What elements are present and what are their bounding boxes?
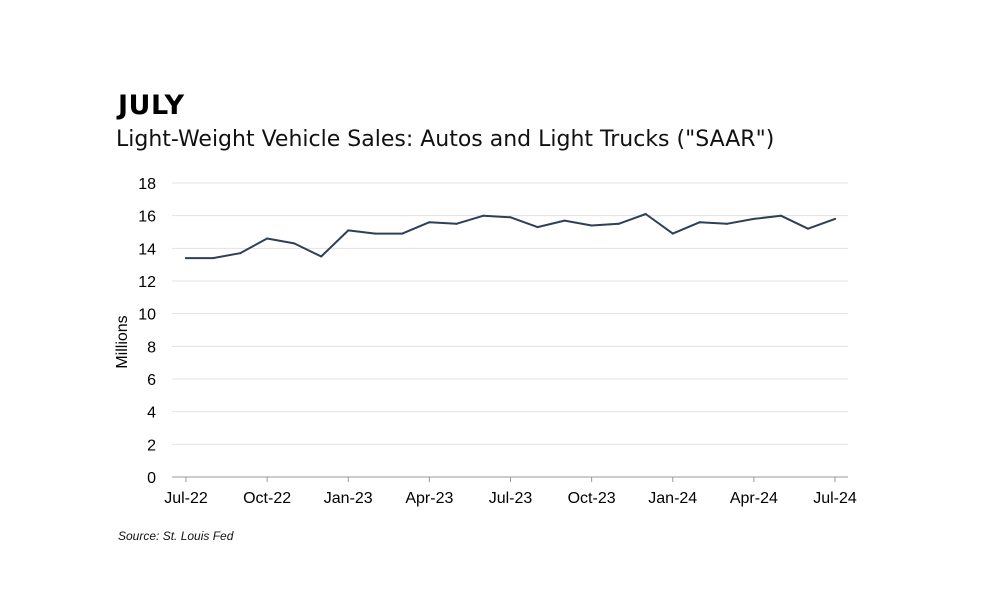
data-point — [509, 216, 512, 219]
data-point — [482, 214, 485, 217]
data-point — [725, 222, 728, 225]
data-point — [563, 219, 566, 222]
data-point — [185, 257, 187, 260]
chart-title: Light-Weight Vehicle Sales: Autos and Li… — [116, 127, 775, 152]
y-tick-label: 18 — [138, 176, 156, 193]
x-tick-label: Apr-24 — [730, 490, 778, 507]
x-tick-label: Oct-22 — [243, 490, 291, 507]
data-point — [644, 213, 647, 216]
data-point — [834, 217, 836, 220]
data-point — [428, 221, 431, 224]
page-heading: JULY — [118, 90, 185, 121]
data-point — [617, 222, 620, 225]
data-point — [671, 232, 674, 235]
data-point — [347, 229, 350, 232]
y-tick-label: 4 — [147, 405, 156, 422]
data-point — [239, 252, 242, 255]
data-point — [455, 222, 458, 225]
data-point — [293, 242, 296, 245]
data-point — [752, 217, 755, 220]
y-tick-label: 14 — [138, 241, 156, 258]
data-point — [536, 226, 539, 229]
data-point — [212, 257, 215, 260]
x-tick-label: Jan-23 — [324, 490, 373, 507]
data-point — [401, 232, 404, 235]
y-tick-label: 8 — [147, 339, 156, 356]
series-line — [185, 213, 836, 260]
x-tick-label: Jul-24 — [813, 490, 857, 507]
data-point — [806, 227, 809, 230]
y-tick-label: 10 — [138, 307, 156, 324]
y-tick-label: 2 — [147, 437, 156, 454]
y-tick-label: 6 — [147, 372, 156, 389]
data-point — [266, 237, 269, 240]
x-tick-label: Apr-23 — [405, 490, 453, 507]
data-point — [374, 232, 377, 235]
data-point — [779, 214, 782, 217]
source-note: Source: St. Louis Fed — [118, 529, 234, 543]
x-tick-label: Oct-23 — [568, 490, 616, 507]
y-tick-label: 16 — [138, 209, 156, 226]
x-tick-label: Jul-23 — [489, 490, 533, 507]
y-tick-label: 12 — [138, 274, 156, 291]
x-tick-label: Jul-22 — [164, 490, 208, 507]
data-point — [698, 221, 701, 224]
x-tick-label: Jan-24 — [648, 490, 697, 507]
data-point — [590, 224, 593, 227]
data-point — [320, 255, 323, 258]
y-axis-label: Millions — [114, 315, 131, 368]
y-tick-label: 0 — [147, 470, 156, 487]
